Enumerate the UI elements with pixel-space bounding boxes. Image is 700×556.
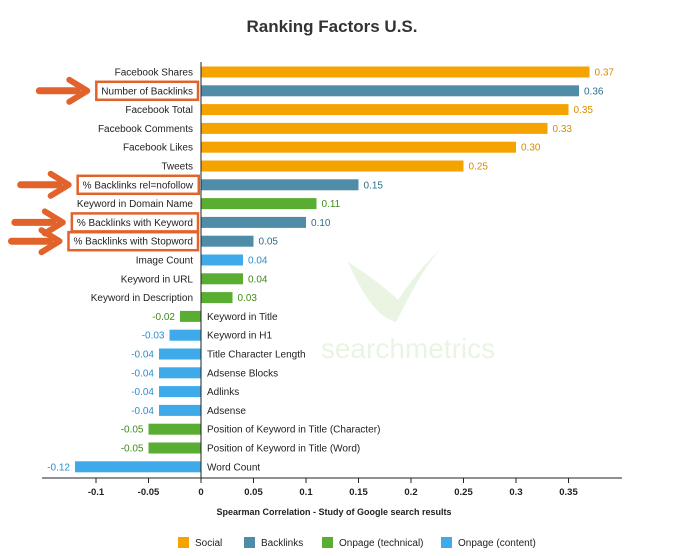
category-label-image-count: Image Count: [136, 256, 193, 267]
category-label-backlinks-rel-nofollow: % Backlinks rel=nofollow: [83, 180, 194, 191]
value-label-keyword-in-title: -0.02: [152, 312, 175, 323]
category-label-word-count: Word Count: [207, 462, 260, 473]
watermark-text: searchmetrics: [321, 333, 495, 364]
category-label-facebook-shares: Facebook Shares: [115, 68, 193, 79]
category-label-position-of-keyword-in-title-character: Position of Keyword in Title (Character): [207, 425, 380, 436]
value-label-facebook-likes: 0.30: [521, 143, 541, 154]
x-tick-label-2: 0: [198, 487, 203, 498]
value-label-facebook-comments: 0.33: [553, 124, 573, 135]
bar-backlinks-with-keyword: [201, 216, 306, 228]
bar-tweets: [201, 160, 464, 172]
category-label-number-of-backlinks: Number of Backlinks: [101, 86, 193, 97]
searchmetrics-watermark: searchmetrics: [321, 250, 495, 364]
bar-backlinks-rel-nofollow: [201, 179, 359, 191]
category-label-position-of-keyword-in-title-word: Position of Keyword in Title (Word): [207, 444, 360, 455]
category-label-keyword-in-h1: Keyword in H1: [207, 331, 272, 342]
bar-image-count: [201, 254, 243, 266]
x-tick-label-3: 0.05: [244, 487, 263, 498]
category-label-facebook-total: Facebook Total: [125, 105, 193, 116]
value-label-backlinks-with-stopword: 0.05: [259, 237, 279, 248]
bar-facebook-total: [201, 104, 569, 116]
bar-facebook-likes: [201, 141, 516, 153]
bar-position-of-keyword-in-title-character: [148, 423, 201, 435]
value-label-adlinks: -0.04: [131, 387, 154, 398]
value-label-facebook-shares: 0.37: [595, 68, 615, 79]
category-label-backlinks-with-keyword: % Backlinks with Keyword: [77, 218, 193, 229]
value-label-position-of-keyword-in-title-character: -0.05: [121, 425, 144, 436]
category-label-tweets: Tweets: [161, 162, 193, 173]
value-label-facebook-total: 0.35: [574, 105, 594, 116]
highlight-box-number-of-backlinks: [95, 80, 200, 102]
value-label-backlinks-with-keyword: 0.10: [311, 218, 331, 229]
bar-title-character-length: [159, 348, 201, 360]
arrow-icon-number-of-backlinks: [35, 76, 91, 105]
x-tick-label-1: -0.05: [138, 487, 160, 498]
bar-keyword-in-title: [180, 310, 201, 322]
bar-number-of-backlinks: [201, 85, 579, 97]
category-label-adsense: Adsense: [207, 406, 246, 417]
value-label-title-character-length: -0.04: [131, 350, 154, 361]
value-label-keyword-in-domain-name: 0.11: [322, 199, 341, 210]
highlight-box-backlinks-rel-nofollow: [76, 174, 201, 196]
category-label-keyword-in-domain-name: Keyword in Domain Name: [77, 199, 194, 210]
chart-title: Ranking Factors U.S.: [247, 17, 418, 36]
arrow-icon-backlinks-with-stopword: [8, 227, 63, 256]
bar-keyword-in-domain-name: [201, 198, 317, 210]
legend-swatch-social: [178, 537, 189, 548]
x-tick-label-8: 0.3: [509, 487, 522, 498]
value-label-word-count: -0.12: [47, 462, 70, 473]
legend-label-onpage-technical: Onpage (technical): [339, 538, 424, 549]
x-axis-label: Spearman Correlation - Study of Google s…: [216, 507, 451, 517]
x-tick-label-9: 0.35: [559, 487, 578, 498]
category-label-facebook-likes: Facebook Likes: [123, 143, 193, 154]
arrow-icon-backlinks-rel-nofollow: [17, 170, 72, 199]
bar-facebook-shares: [201, 66, 590, 78]
legend-swatch-onpage-technical: [322, 537, 333, 548]
value-label-adsense: -0.04: [131, 406, 154, 417]
bar-adsense: [159, 404, 201, 416]
category-label-keyword-in-title: Keyword in Title: [207, 312, 278, 323]
value-label-keyword-in-h1: -0.03: [142, 331, 165, 342]
bar-adlinks: [159, 386, 201, 398]
x-tick-label-6: 0.2: [404, 487, 417, 498]
x-tick-label-7: 0.25: [454, 487, 473, 498]
value-label-tweets: 0.25: [469, 162, 489, 173]
x-tick-label-4: 0.1: [299, 487, 313, 498]
value-label-number-of-backlinks: 0.36: [584, 86, 604, 97]
category-label-backlinks-with-stopword: % Backlinks with Stopword: [74, 237, 194, 248]
category-label-adsense-blocks: Adsense Blocks: [207, 368, 278, 379]
category-label-keyword-in-description: Keyword in Description: [91, 293, 193, 304]
category-label-keyword-in-url: Keyword in URL: [121, 274, 194, 285]
arrow-icon-backlinks-with-keyword: [11, 208, 66, 237]
value-label-keyword-in-url: 0.04: [248, 274, 268, 285]
bar-keyword-in-url: [201, 273, 243, 285]
bar-word-count: [75, 461, 201, 473]
category-label-adlinks: Adlinks: [207, 387, 239, 398]
value-label-position-of-keyword-in-title-word: -0.05: [121, 444, 144, 455]
bar-keyword-in-description: [201, 292, 233, 304]
x-tick-label-0: -0.1: [88, 487, 105, 498]
legend-label-backlinks: Backlinks: [261, 538, 303, 549]
value-label-backlinks-rel-nofollow: 0.15: [364, 180, 384, 191]
watermark-leaf: [348, 250, 440, 322]
bar-facebook-comments: [201, 122, 548, 134]
bar-adsense-blocks: [159, 367, 201, 379]
bar-backlinks-with-stopword: [201, 235, 254, 247]
category-label-title-character-length: Title Character Length: [207, 350, 306, 361]
bar-keyword-in-h1: [169, 329, 201, 341]
legend-swatch-onpage-content: [441, 537, 452, 548]
value-label-keyword-in-description: 0.03: [238, 293, 258, 304]
highlight-box-backlinks-with-stopword: [67, 230, 200, 252]
value-label-image-count: 0.04: [248, 256, 268, 267]
bar-position-of-keyword-in-title-word: [148, 442, 201, 454]
legend-label-social: Social: [195, 538, 222, 549]
value-label-adsense-blocks: -0.04: [131, 368, 154, 379]
legend-label-onpage-content: Onpage (content): [458, 538, 536, 549]
category-label-facebook-comments: Facebook Comments: [98, 124, 193, 135]
legend-swatch-backlinks: [244, 537, 255, 548]
x-tick-label-5: 0.15: [349, 487, 368, 498]
